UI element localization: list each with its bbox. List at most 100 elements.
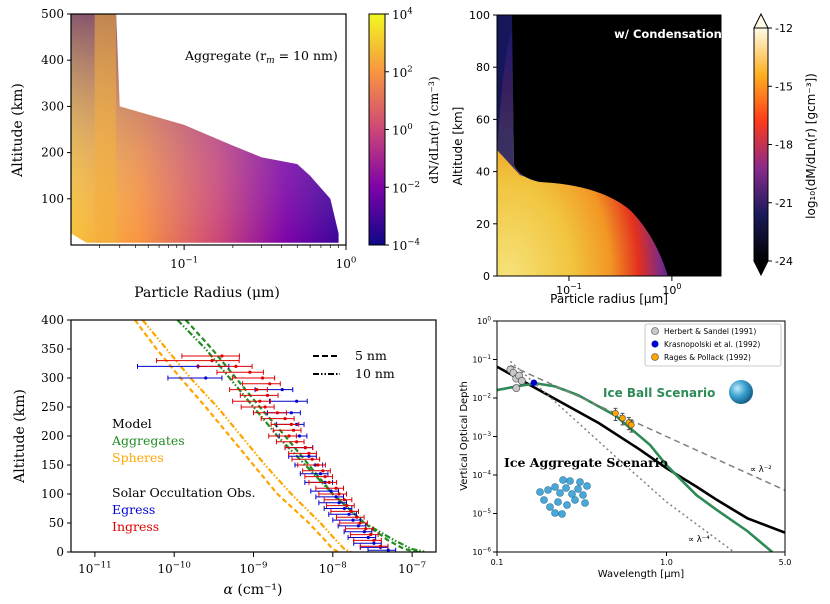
- x-axis-ticks: 10−1 100: [556, 276, 681, 297]
- x-tick-label-0: 10−1: [556, 282, 582, 297]
- y-tick-label-5: 10−1: [472, 355, 491, 365]
- cb-tick-label-3: 10−2: [392, 180, 420, 195]
- ingress-point-12: [289, 422, 293, 426]
- ingress-point-22: [327, 480, 331, 484]
- legend-model-title: Model: [112, 416, 152, 431]
- x-tick-label-3-exp: −8: [334, 561, 347, 571]
- cb-tick-label-4: 10−4: [392, 238, 421, 253]
- y-tick-label-1-base: 10: [472, 510, 482, 519]
- x-axis-ticks: 10−11 10−10 10−9 10−8 10−7: [78, 552, 426, 576]
- y-tick-label-4-base: 10: [472, 394, 482, 403]
- model-line-2: [510, 364, 785, 491]
- model-line-3: [509, 360, 735, 552]
- plot-frame: [70, 13, 347, 246]
- ingress-point-17: [307, 451, 311, 455]
- cb-tick-label-0: 104: [392, 7, 413, 22]
- legend-herbert-marker: [651, 327, 659, 335]
- legend-krasnopolski-marker: [651, 340, 659, 348]
- y-tick-label-300: 300: [41, 99, 64, 113]
- lambda-minus-4-label: ∝ λ⁻⁴: [688, 535, 710, 545]
- ingress-point-10: [275, 411, 279, 415]
- ingress-point-30: [364, 527, 368, 531]
- ingress-point-11: [283, 417, 287, 421]
- y-axis-ticks: 100 200 300 400 500: [41, 7, 71, 206]
- ingress-point-4: [260, 376, 265, 380]
- y-axis-ticks: 0 20 40 60 80 100: [469, 9, 497, 283]
- ingress-point-32: [372, 538, 376, 543]
- y-tick-label-40: 40: [476, 166, 490, 179]
- plot-area: [134, 320, 427, 552]
- cb-tick-label-1: -15: [775, 80, 793, 93]
- colorbar-label: log₁₀(dM/dLn(r) [gcm⁻³]): [804, 73, 818, 219]
- x-tick-label-0-base: 10: [556, 284, 570, 297]
- y-axis-label: Altitude (km): [12, 389, 28, 484]
- y-tick-label-3-exp: −3: [483, 432, 492, 438]
- x-axis-ticks: 0.1 1.0 5.0: [491, 552, 791, 567]
- y-tick-label-2: 10−4: [472, 470, 491, 480]
- y-tick-label-6: 100: [477, 316, 491, 326]
- x-tick-label-1-base: 10: [336, 257, 351, 271]
- ingress-point-21: [323, 475, 327, 479]
- egress-point-6: [297, 434, 302, 438]
- y-axis-label: Altitude [km]: [451, 107, 465, 186]
- x-tick-label-4: 10−7: [398, 561, 426, 576]
- y-tick-label-400: 400: [41, 53, 64, 67]
- x-axis-ticks: 10−1 100: [99, 245, 356, 271]
- legend-obs-title: Solar Occultation Obs.: [112, 485, 255, 500]
- cb-tick-label-3: -21: [775, 197, 793, 210]
- egress-point-19: [362, 530, 366, 534]
- x-tick-label-4-base: 10: [398, 562, 413, 576]
- ingress-point-3: [248, 370, 252, 374]
- condensation-mass-region: [497, 30, 668, 276]
- y-tick-label-100: 100: [41, 192, 64, 206]
- plot-area: [497, 360, 785, 552]
- colorbar-ticks: -12 -15 -18 -21 -24: [768, 22, 793, 268]
- ingress-point-6: [255, 388, 259, 392]
- y-tick-label-5-base: 10: [472, 356, 482, 365]
- aggregate-annotation: Aggregate (rm = 10 nm): [184, 48, 338, 66]
- ingress-point-0: [220, 354, 224, 358]
- ingress-point-9: [263, 405, 267, 409]
- ingress-point-5: [268, 382, 272, 386]
- rages-point-0: [612, 410, 619, 417]
- x-tick-label-1-exp: −10: [173, 561, 191, 571]
- ingress-point-15: [295, 440, 299, 444]
- x-tick-label-3-base: 10: [319, 562, 334, 576]
- egress-point-8: [307, 454, 311, 458]
- y-tick-label-3: 10−3: [472, 432, 491, 442]
- y-tick-label-100: 100: [469, 9, 490, 22]
- ingress-point-13: [291, 428, 296, 432]
- cb-tick-label-1-base: 10: [392, 66, 407, 80]
- ingress-point-1: [210, 359, 214, 363]
- x-tick-label-2-base: 10: [240, 562, 255, 576]
- x-tick-label-0: 10−11: [78, 561, 111, 576]
- condensation-upper-tail: [497, 15, 540, 182]
- ingress-point-23: [334, 486, 338, 490]
- y-tick-label-2-base: 10: [472, 471, 482, 480]
- egress-point-21: [372, 541, 376, 545]
- legend-box: [644, 323, 782, 367]
- y-tick-label-300: 300: [41, 371, 64, 385]
- cb-tick-label-1: 102: [392, 64, 413, 79]
- model-line-0: [184, 320, 419, 552]
- herbert-point-5: [512, 384, 521, 393]
- x-tick-label-3: 10−8: [319, 561, 347, 576]
- y-tick-label-6-base: 10: [477, 317, 487, 326]
- cb-tick-label-3-base: 10: [392, 181, 407, 195]
- aggregate-small-radius-column: [94, 14, 117, 243]
- egress-point-2: [280, 388, 284, 392]
- legend-krasnopolski-label: Krasnopolski et al. (1992): [664, 340, 760, 349]
- egress-point-4: [289, 411, 293, 415]
- x-axis-label: Particle radius [μm]: [550, 292, 668, 306]
- condensation-title: w/ Condensation: [614, 27, 722, 41]
- egress-point-23: [386, 548, 390, 552]
- rages-point-3: [628, 421, 635, 429]
- lambda-minus-2-label: ∝ λ⁻²: [750, 465, 772, 475]
- x-tick-label-0-exp: −11: [93, 561, 111, 571]
- x-tick-label-2: 10−9: [240, 561, 268, 576]
- x-axis-label: Particle Radius (μm): [134, 285, 280, 301]
- y-tick-label-350: 350: [41, 342, 64, 356]
